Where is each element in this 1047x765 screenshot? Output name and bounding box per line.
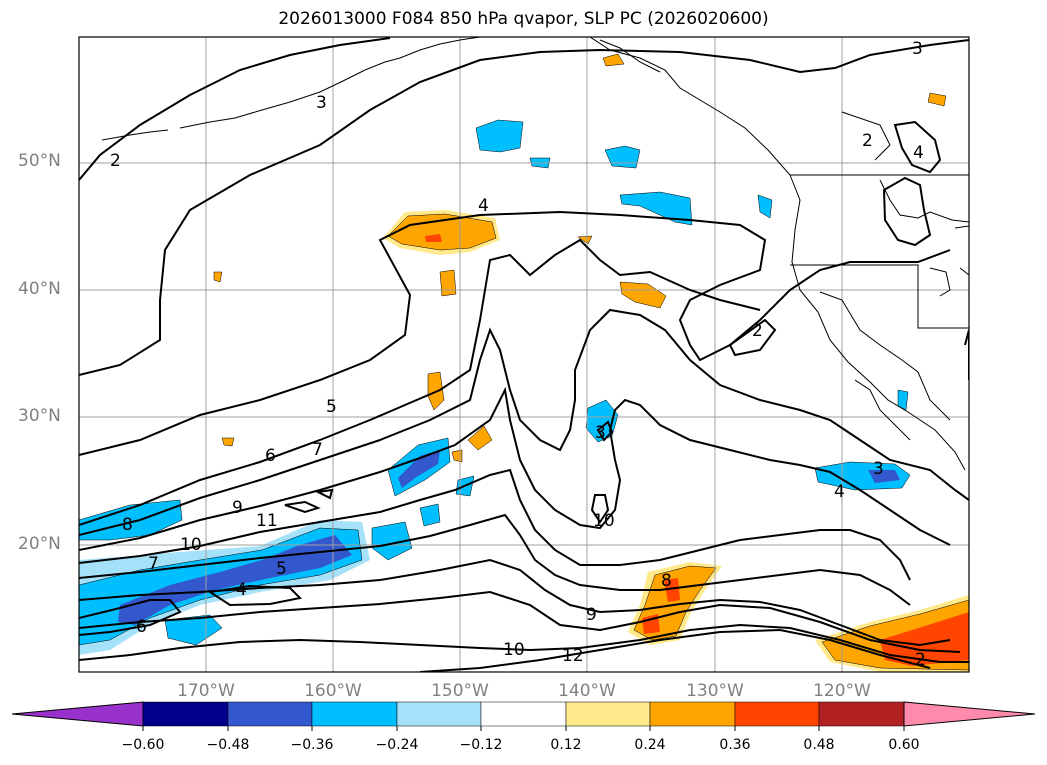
- contour-label: 11: [256, 511, 278, 531]
- lon-label: 130°W: [686, 681, 744, 701]
- contour-label: 4: [913, 143, 924, 163]
- contour-label: 9: [586, 605, 597, 625]
- contour-label: 6: [265, 446, 276, 466]
- contour-label: 10: [180, 535, 202, 555]
- contour-label: 2: [110, 151, 121, 171]
- coastlines: [101, 37, 969, 471]
- slp-contours: [79, 37, 969, 672]
- lat-label: 50°N: [18, 151, 61, 171]
- lon-label: 170°W: [177, 681, 235, 701]
- orange-anomaly-cell: [664, 578, 680, 602]
- contour-label: 3: [873, 459, 884, 479]
- colorbar-bin: [227, 701, 313, 727]
- blue-anomaly-cell: [619, 191, 693, 226]
- colorbar-bin: [142, 701, 229, 727]
- orange-anomaly-cell: [213, 271, 223, 283]
- contour-label: 4: [834, 482, 845, 502]
- blue-anomaly-cell: [118, 535, 352, 625]
- contour-label: 7: [312, 440, 323, 460]
- contour-label: 3: [912, 39, 923, 59]
- colorbar-tick-label: −0.60: [121, 737, 165, 753]
- colorbar-under-extension: [11, 701, 144, 727]
- colorbar-bin: [818, 701, 905, 727]
- blue-anomaly-cell: [419, 503, 441, 527]
- colorbar-tick-label: −0.36: [290, 737, 334, 753]
- colorbar-bin: [396, 701, 482, 727]
- blue-anomaly-cell: [814, 461, 911, 491]
- blue-anomaly-cell: [79, 499, 183, 541]
- lat-label: 40°N: [18, 279, 61, 299]
- colorbar-tick-label: 0.12: [550, 737, 582, 753]
- lon-label: 160°W: [304, 681, 362, 701]
- colorbar-bin: [480, 701, 567, 727]
- blue-anomaly-cell: [897, 389, 909, 411]
- lat-label: 30°N: [18, 406, 61, 426]
- blue-anomaly-cell: [475, 119, 524, 153]
- contour-label: 9: [232, 498, 243, 518]
- contour-label: 5: [326, 397, 337, 417]
- orange-anomaly-cell: [467, 425, 493, 451]
- contour-label: 7: [148, 554, 159, 574]
- orange-anomaly-cell: [425, 234, 442, 242]
- colorbar-bin: [311, 701, 398, 727]
- colorbar: [11, 701, 1036, 731]
- colorbar-tick-label: −0.24: [375, 737, 419, 753]
- colorbar-tick-label: 0.36: [719, 737, 751, 753]
- orange-anomaly-cell: [221, 437, 235, 447]
- lon-label: 120°W: [813, 681, 871, 701]
- blue-anomaly-cell: [164, 614, 223, 646]
- contour-label: 4: [478, 196, 489, 216]
- blue-anomaly-cell: [757, 194, 773, 219]
- orange-anomaly-cell: [577, 235, 593, 245]
- contour-label: 2: [752, 321, 763, 341]
- blue-anomaly-cell: [868, 470, 900, 483]
- contour-label: 2: [915, 650, 926, 670]
- colorbar-bin: [565, 701, 651, 727]
- colorbar-over-extension: [903, 701, 1036, 727]
- orange-anomaly-cell: [927, 92, 947, 107]
- orange-anomaly-cell: [439, 269, 457, 297]
- contour-label: 4: [236, 580, 247, 600]
- contour-label: 8: [122, 515, 133, 535]
- contour-label: 6: [136, 617, 147, 637]
- orange-anomaly-cell: [387, 213, 497, 251]
- orange-anomaly-cell: [602, 53, 625, 67]
- map-frame-border: [78, 36, 970, 673]
- blue-anomaly-cell: [398, 450, 440, 488]
- orange-anomaly-cell: [619, 281, 667, 309]
- colorbar-bin: [649, 701, 736, 727]
- contour-label-group: 2 3 4 5 6 7 8 9 10 11 12 2 3 4 5 6 7 8 9…: [110, 39, 926, 670]
- graticule: [79, 37, 969, 672]
- contour-label: 10: [503, 640, 525, 660]
- contour-label: 12: [562, 646, 584, 666]
- orange-anomaly-cell: [880, 612, 969, 666]
- colorbar-tick-label: 0.24: [634, 737, 666, 753]
- contour-label: 8: [661, 571, 672, 591]
- colorbar-bin: [734, 701, 820, 727]
- map-title: 2026013000 F084 850 hPa qvapor, SLP PC (…: [278, 9, 769, 29]
- contour-label: 3: [316, 93, 327, 113]
- contour-label: 10: [593, 511, 615, 531]
- contour-label: 2: [862, 131, 873, 151]
- lon-label: 140°W: [558, 681, 616, 701]
- contour-label: 3: [595, 423, 606, 443]
- colorbar-tick-label: 0.60: [888, 737, 920, 753]
- colorbar-tick-label: −0.12: [459, 737, 503, 753]
- contour-label: 5: [276, 559, 287, 579]
- colorbar-tick-label: 0.48: [803, 737, 835, 753]
- lon-label: 150°W: [431, 681, 489, 701]
- colorbar-tick-label: −0.48: [206, 737, 250, 753]
- lat-label: 20°N: [18, 534, 61, 554]
